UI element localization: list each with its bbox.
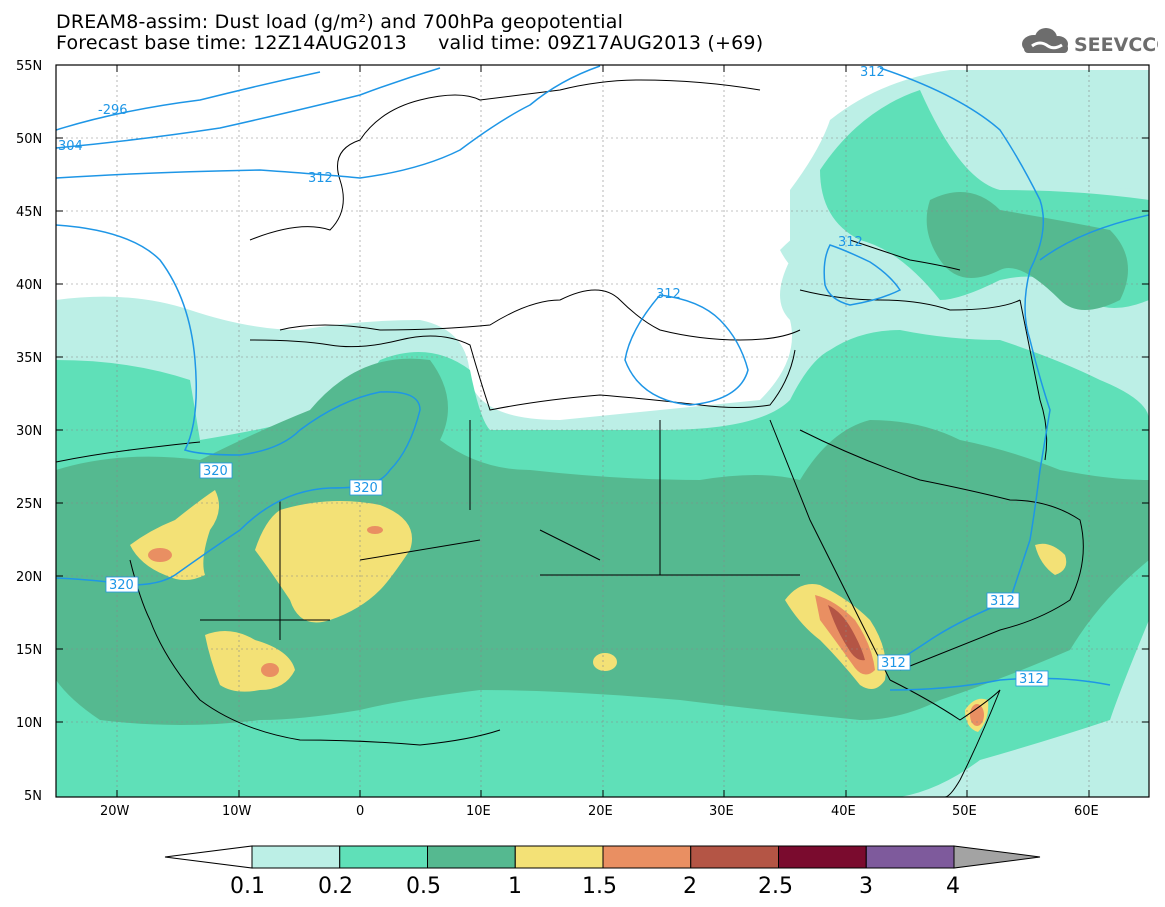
map-plot-area [56, 65, 1149, 797]
dust-layer-1.5-westcoast [148, 548, 172, 562]
colorbar-bin [339, 845, 428, 869]
contour-label: 312 [881, 656, 906, 671]
colorbar-bin [690, 845, 779, 869]
contour-label: 304 [58, 139, 83, 154]
colorbar-label: 1.5 [582, 874, 617, 899]
contour-label: 312 [838, 235, 863, 250]
lon-label: 50E [952, 804, 977, 819]
dust-layer-1.5-sahel [261, 663, 279, 677]
coastlines [56, 79, 1084, 797]
colorbar-bin [514, 845, 604, 869]
lon-label: 0 [356, 804, 364, 819]
contour-label: 312 [1019, 672, 1044, 687]
contour-labels: -296 304 312 312 312 320 320 320 312 312… [58, 65, 1049, 687]
contour-label: 320 [203, 464, 228, 479]
colorbar-over-triangle [953, 845, 1041, 869]
colorbar: 0.1 0.2 0.5 1 1.5 2 2.5 3 4 [164, 845, 1041, 899]
lat-label: 35N [16, 351, 42, 366]
graticule [56, 65, 1149, 797]
dust-layer-1.5-somalia [970, 704, 984, 726]
logo-text: SEEVCCC [1074, 34, 1158, 56]
cloud-icon [1022, 28, 1068, 53]
colorbar-label: 2 [683, 874, 697, 899]
contour-label: 312 [656, 287, 681, 302]
colorbar-under-triangle [164, 845, 253, 869]
lon-label: 20E [588, 804, 613, 819]
lon-label: 20W [100, 804, 130, 819]
colorbar-label: 1 [508, 874, 522, 899]
lat-label: 30N [16, 424, 42, 439]
lat-label: 10N [16, 716, 42, 731]
contour-label: 312 [990, 594, 1015, 609]
lat-label: 55N [16, 59, 42, 74]
dust-layer-2-redsea [828, 605, 865, 661]
lon-axis: 20W 10W 0 10E 20E 30E 40E 50E 60E [100, 65, 1099, 819]
lat-label: 5N [24, 789, 42, 804]
colorbar-label: 4 [946, 874, 960, 899]
lat-label: 50N [16, 132, 42, 147]
lon-label: 10W [222, 804, 252, 819]
colorbar-bin [251, 845, 341, 869]
colorbar-bin [602, 845, 692, 869]
dust-layer-1-chad [593, 653, 617, 671]
colorbar-label: 3 [859, 874, 873, 899]
colorbar-label: 0.5 [406, 874, 441, 899]
colorbar-label: 2.5 [758, 874, 793, 899]
forecast-time-line: Forecast base time: 12Z14AUG2013 valid t… [56, 32, 764, 54]
dust-layer-1-oman [1035, 543, 1067, 575]
contour-label: -296 [98, 103, 128, 118]
lon-label: 40E [831, 804, 856, 819]
seevccc-logo: SEEVCCC [1022, 28, 1158, 56]
map-title: DREAM8-assim: Dust load (g/m²) and 700hP… [56, 11, 624, 33]
dust-layer-1.5-sahara [367, 526, 383, 534]
lat-label: 45N [16, 205, 42, 220]
lon-label: 10E [466, 804, 491, 819]
lat-label: 20N [16, 570, 42, 585]
contour-label: 312 [308, 171, 333, 186]
lat-label: 25N [16, 497, 42, 512]
colorbar-bin [778, 845, 867, 869]
colorbar-label: 0.1 [230, 874, 265, 899]
lat-label: 40N [16, 278, 42, 293]
dust-layer-0.5-north [926, 192, 1128, 310]
colorbar-bin [865, 845, 955, 869]
colorbar-bin [427, 845, 516, 869]
lat-label: 15N [16, 643, 42, 658]
contour-label: 320 [353, 481, 378, 496]
lon-label: 60E [1074, 804, 1099, 819]
contour-label: 312 [860, 65, 885, 80]
lon-label: 30E [709, 804, 734, 819]
contour-label: 320 [109, 578, 134, 593]
lat-axis: 55N 50N 45N 40N 35N 30N 25N 20N 15N 10N … [16, 59, 1149, 804]
colorbar-label: 0.2 [318, 874, 353, 899]
